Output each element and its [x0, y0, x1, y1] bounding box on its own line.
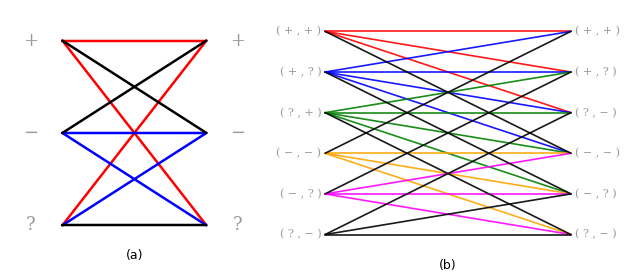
Text: (b): (b) [439, 259, 457, 272]
Text: ( ? , + ): ( ? , + ) [280, 107, 321, 118]
Text: ( − , ? ): ( − , ? ) [575, 189, 616, 199]
Text: ( + , + ): ( + , + ) [575, 26, 620, 37]
Text: ?: ? [233, 216, 243, 234]
Text: ( − , − ): ( − , − ) [276, 148, 321, 158]
Text: ( ? , − ): ( ? , − ) [575, 107, 616, 118]
Text: ( − , − ): ( − , − ) [575, 148, 620, 158]
Text: (a): (a) [125, 249, 143, 262]
Text: ( ? , − ): ( ? , − ) [575, 229, 616, 240]
Text: −: − [230, 124, 246, 142]
Text: −: − [23, 124, 38, 142]
Text: +: + [23, 32, 38, 50]
Text: +: + [230, 32, 246, 50]
Text: ?: ? [26, 216, 36, 234]
Text: ( − , ? ): ( − , ? ) [280, 189, 321, 199]
Text: ( + , ? ): ( + , ? ) [575, 67, 616, 77]
Text: ( + , + ): ( + , + ) [276, 26, 321, 37]
Text: ( ? , − ): ( ? , − ) [280, 229, 321, 240]
Text: ( + , ? ): ( + , ? ) [280, 67, 321, 77]
